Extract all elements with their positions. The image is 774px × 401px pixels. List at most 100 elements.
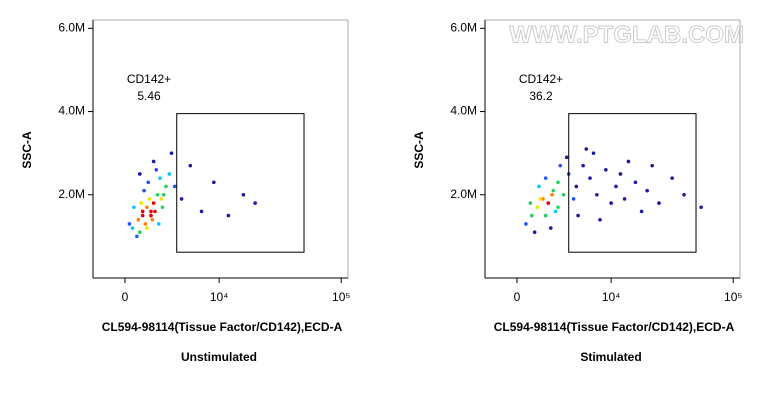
event-dot: [161, 192, 166, 197]
chart-caption: Stimulated: [580, 350, 641, 364]
event-dot: [528, 201, 533, 205]
event-dot: [156, 222, 161, 226]
event-dot: [164, 184, 168, 189]
event-dot: [538, 197, 543, 201]
event-dot: [532, 230, 537, 235]
event-dot: [550, 192, 554, 197]
event-dot: [639, 209, 644, 214]
x-tick-label: 10⁴: [210, 290, 229, 304]
event-dot: [614, 184, 618, 189]
event-dot: [155, 192, 160, 197]
event-dot: [149, 209, 153, 214]
event-dot: [130, 226, 135, 230]
event-dot: [151, 159, 156, 164]
event-dot: [548, 226, 553, 230]
event-dot: [127, 222, 132, 226]
event-dot: [699, 205, 703, 210]
event-dot: [154, 168, 159, 172]
event-dot: [151, 201, 156, 205]
event-dot: [670, 176, 674, 180]
event-dot: [241, 192, 246, 197]
event-dot: [159, 197, 164, 201]
event-dot: [650, 163, 655, 168]
event-dot: [633, 180, 638, 185]
x-tick-label: 10⁴: [602, 290, 621, 304]
watermark: WWW.PTGLAB.COM: [509, 21, 744, 48]
event-dot: [556, 205, 560, 210]
event-dot: [546, 201, 551, 205]
y-tick-label: 4.0M: [450, 104, 477, 118]
event-dot: [153, 209, 157, 214]
event-dot: [132, 205, 136, 210]
event-dot: [591, 151, 596, 155]
event-dot: [139, 201, 144, 205]
event-dot: [543, 176, 548, 180]
x-tick-label: 0: [514, 290, 521, 304]
event-dot: [212, 180, 216, 185]
gate-label: CD142+: [127, 72, 171, 86]
event-dot: [188, 163, 193, 168]
event-dot: [574, 184, 579, 189]
chart-caption: Unstimulated: [181, 350, 257, 364]
event-dot: [645, 188, 649, 193]
event-dot: [576, 213, 580, 218]
event-dot: [146, 180, 151, 185]
event-dot: [682, 192, 686, 197]
event-dot: [150, 217, 155, 222]
event-dot: [541, 197, 545, 201]
event-dot: [143, 222, 148, 226]
event-dot: [140, 209, 145, 214]
event-dot: [140, 213, 145, 218]
y-tick-label: 2.0M: [450, 187, 477, 201]
plot-frame: [484, 19, 741, 279]
event-dot: [618, 172, 623, 176]
event-dot: [595, 192, 599, 197]
event-dot: [558, 163, 563, 168]
event-dot: [145, 205, 149, 210]
x-axis-label: CL594-98114(Tissue Factor/CD142),ECD-A: [102, 320, 343, 334]
event-dot: [160, 205, 165, 210]
plot-frame: [92, 19, 349, 279]
event-dot: [551, 188, 556, 193]
event-dot: [524, 222, 528, 226]
event-dot: [253, 201, 257, 205]
event-dot: [226, 213, 231, 218]
event-dot: [584, 147, 589, 151]
event-dot: [571, 197, 576, 201]
event-dot: [149, 213, 153, 218]
x-axis-label: CL594-98114(Tissue Factor/CD142),ECD-A: [494, 320, 735, 334]
event-dot: [657, 201, 661, 205]
event-dot: [609, 201, 613, 205]
event-dot: [529, 213, 534, 218]
x-tick-label: 0: [122, 290, 129, 304]
event-dot: [147, 197, 152, 201]
event-dot: [136, 217, 141, 222]
y-tick-label: 6.0M: [450, 20, 477, 34]
event-dot: [137, 172, 142, 176]
event-dot: [564, 155, 569, 160]
x-tick-label: 10⁵: [332, 290, 350, 304]
event-dot: [145, 226, 149, 230]
event-dot: [199, 209, 204, 214]
y-tick-label: 2.0M: [58, 187, 85, 201]
event-dot: [135, 234, 139, 239]
y-tick-label: 6.0M: [58, 20, 85, 34]
y-axis-label: SSC-A: [20, 131, 34, 169]
y-tick-label: 4.0M: [58, 104, 85, 118]
event-dot: [622, 197, 627, 201]
event-dot: [581, 163, 585, 168]
event-dot: [626, 159, 631, 164]
event-dot: [167, 172, 172, 176]
event-dot: [537, 184, 541, 189]
x-tick-label: 10⁵: [724, 290, 742, 304]
event-dot: [598, 217, 602, 222]
event-dot: [172, 184, 177, 189]
gate: [176, 113, 305, 253]
event-dot: [179, 197, 184, 201]
gate-percent: 5.46: [137, 89, 161, 103]
event-dot: [561, 192, 566, 197]
event-dot: [553, 209, 558, 214]
event-dot: [556, 180, 560, 185]
event-dot: [137, 230, 142, 235]
